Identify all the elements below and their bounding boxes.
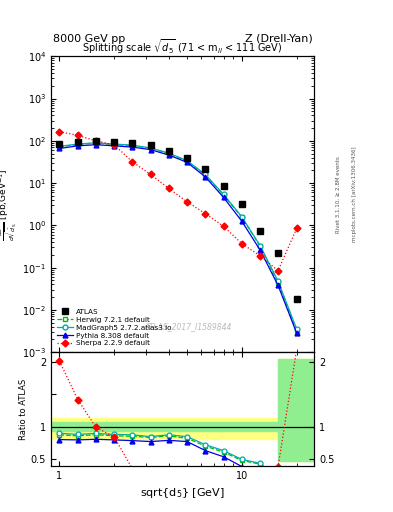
- Text: Z (Drell-Yan): Z (Drell-Yan): [245, 33, 312, 44]
- X-axis label: sqrt{d$_5$} [GeV]: sqrt{d$_5$} [GeV]: [140, 486, 225, 500]
- Legend: ATLAS, Herwig 7.2.1 default, MadGraph5 2.7.2.atlas3 lo, Pythia 8.308 default, Sh: ATLAS, Herwig 7.2.1 default, MadGraph5 2…: [55, 307, 173, 349]
- Text: ATLAS_2017_I1589844: ATLAS_2017_I1589844: [144, 323, 232, 331]
- Y-axis label: $\frac{d\sigma}{d\sqrt{\bar{d}_5}}$ [pb,GeV$^{-1}$]: $\frac{d\sigma}{d\sqrt{\bar{d}_5}}$ [pb,…: [0, 168, 20, 241]
- Y-axis label: Ratio to ATLAS: Ratio to ATLAS: [19, 378, 28, 440]
- Text: mcplots.cern.ch [arXiv:1306.3436]: mcplots.cern.ch [arXiv:1306.3436]: [352, 147, 357, 242]
- Text: Rivet 3.1.10, ≥ 2.8M events: Rivet 3.1.10, ≥ 2.8M events: [336, 156, 341, 233]
- Title: Splitting scale $\sqrt{d_5}$ (71 < m$_{ll}$ < 111 GeV): Splitting scale $\sqrt{d_5}$ (71 < m$_{l…: [83, 37, 283, 56]
- Text: 8000 GeV pp: 8000 GeV pp: [53, 33, 125, 44]
